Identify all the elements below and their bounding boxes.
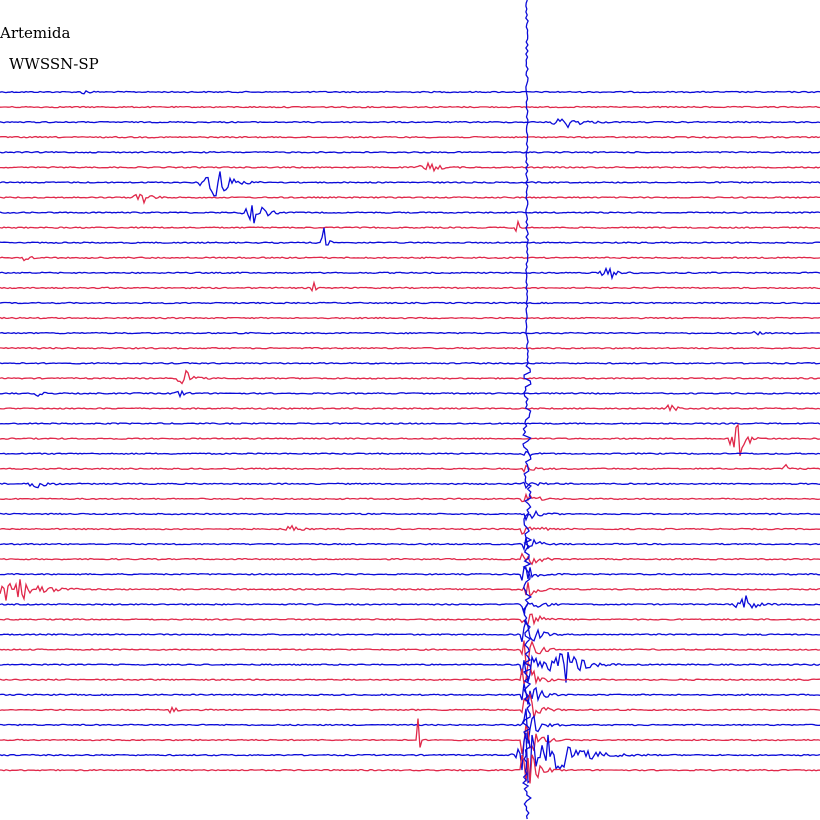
trace: [0, 205, 820, 224]
trace: [0, 708, 820, 744]
trace: [0, 718, 820, 755]
trace: [0, 537, 820, 552]
trace: [0, 524, 820, 535]
trace: [0, 618, 820, 642]
trace: [0, 613, 820, 626]
trace: [0, 227, 820, 246]
trace: [0, 301, 820, 305]
trace: [0, 566, 820, 581]
trace: [0, 754, 820, 784]
trace: [0, 640, 820, 665]
trace: [0, 403, 820, 413]
trace: [0, 280, 820, 293]
trace: [0, 255, 820, 262]
trace: [0, 595, 820, 616]
trace: [0, 423, 820, 457]
trace: [0, 118, 820, 129]
trace: [0, 492, 820, 503]
trace: [0, 450, 820, 457]
trace: [0, 219, 820, 233]
instrument-name: WWSSN-SP: [9, 55, 99, 73]
trace: [0, 361, 820, 365]
trace: [0, 579, 820, 602]
trace: [0, 552, 820, 566]
trace: [0, 330, 820, 336]
trace: [0, 422, 820, 425]
trace: [0, 171, 820, 197]
trace: [0, 732, 820, 784]
trace: [0, 90, 820, 95]
trace: [0, 150, 820, 154]
trace: [0, 105, 820, 109]
trace: [0, 193, 820, 205]
trace: [0, 161, 820, 173]
trace: [0, 266, 820, 281]
event-spike: [522, 0, 533, 820]
trace: [0, 463, 820, 474]
trace: [0, 683, 820, 705]
trace: [0, 369, 820, 385]
trace: [0, 389, 820, 399]
trace: [0, 662, 820, 686]
trace: [0, 651, 820, 683]
trace: [0, 692, 820, 719]
trace: [0, 509, 820, 522]
trace: [0, 346, 820, 350]
trace: [0, 135, 820, 139]
trace: [0, 316, 820, 320]
station-name: Artemida: [0, 24, 71, 42]
trace: [0, 481, 820, 490]
